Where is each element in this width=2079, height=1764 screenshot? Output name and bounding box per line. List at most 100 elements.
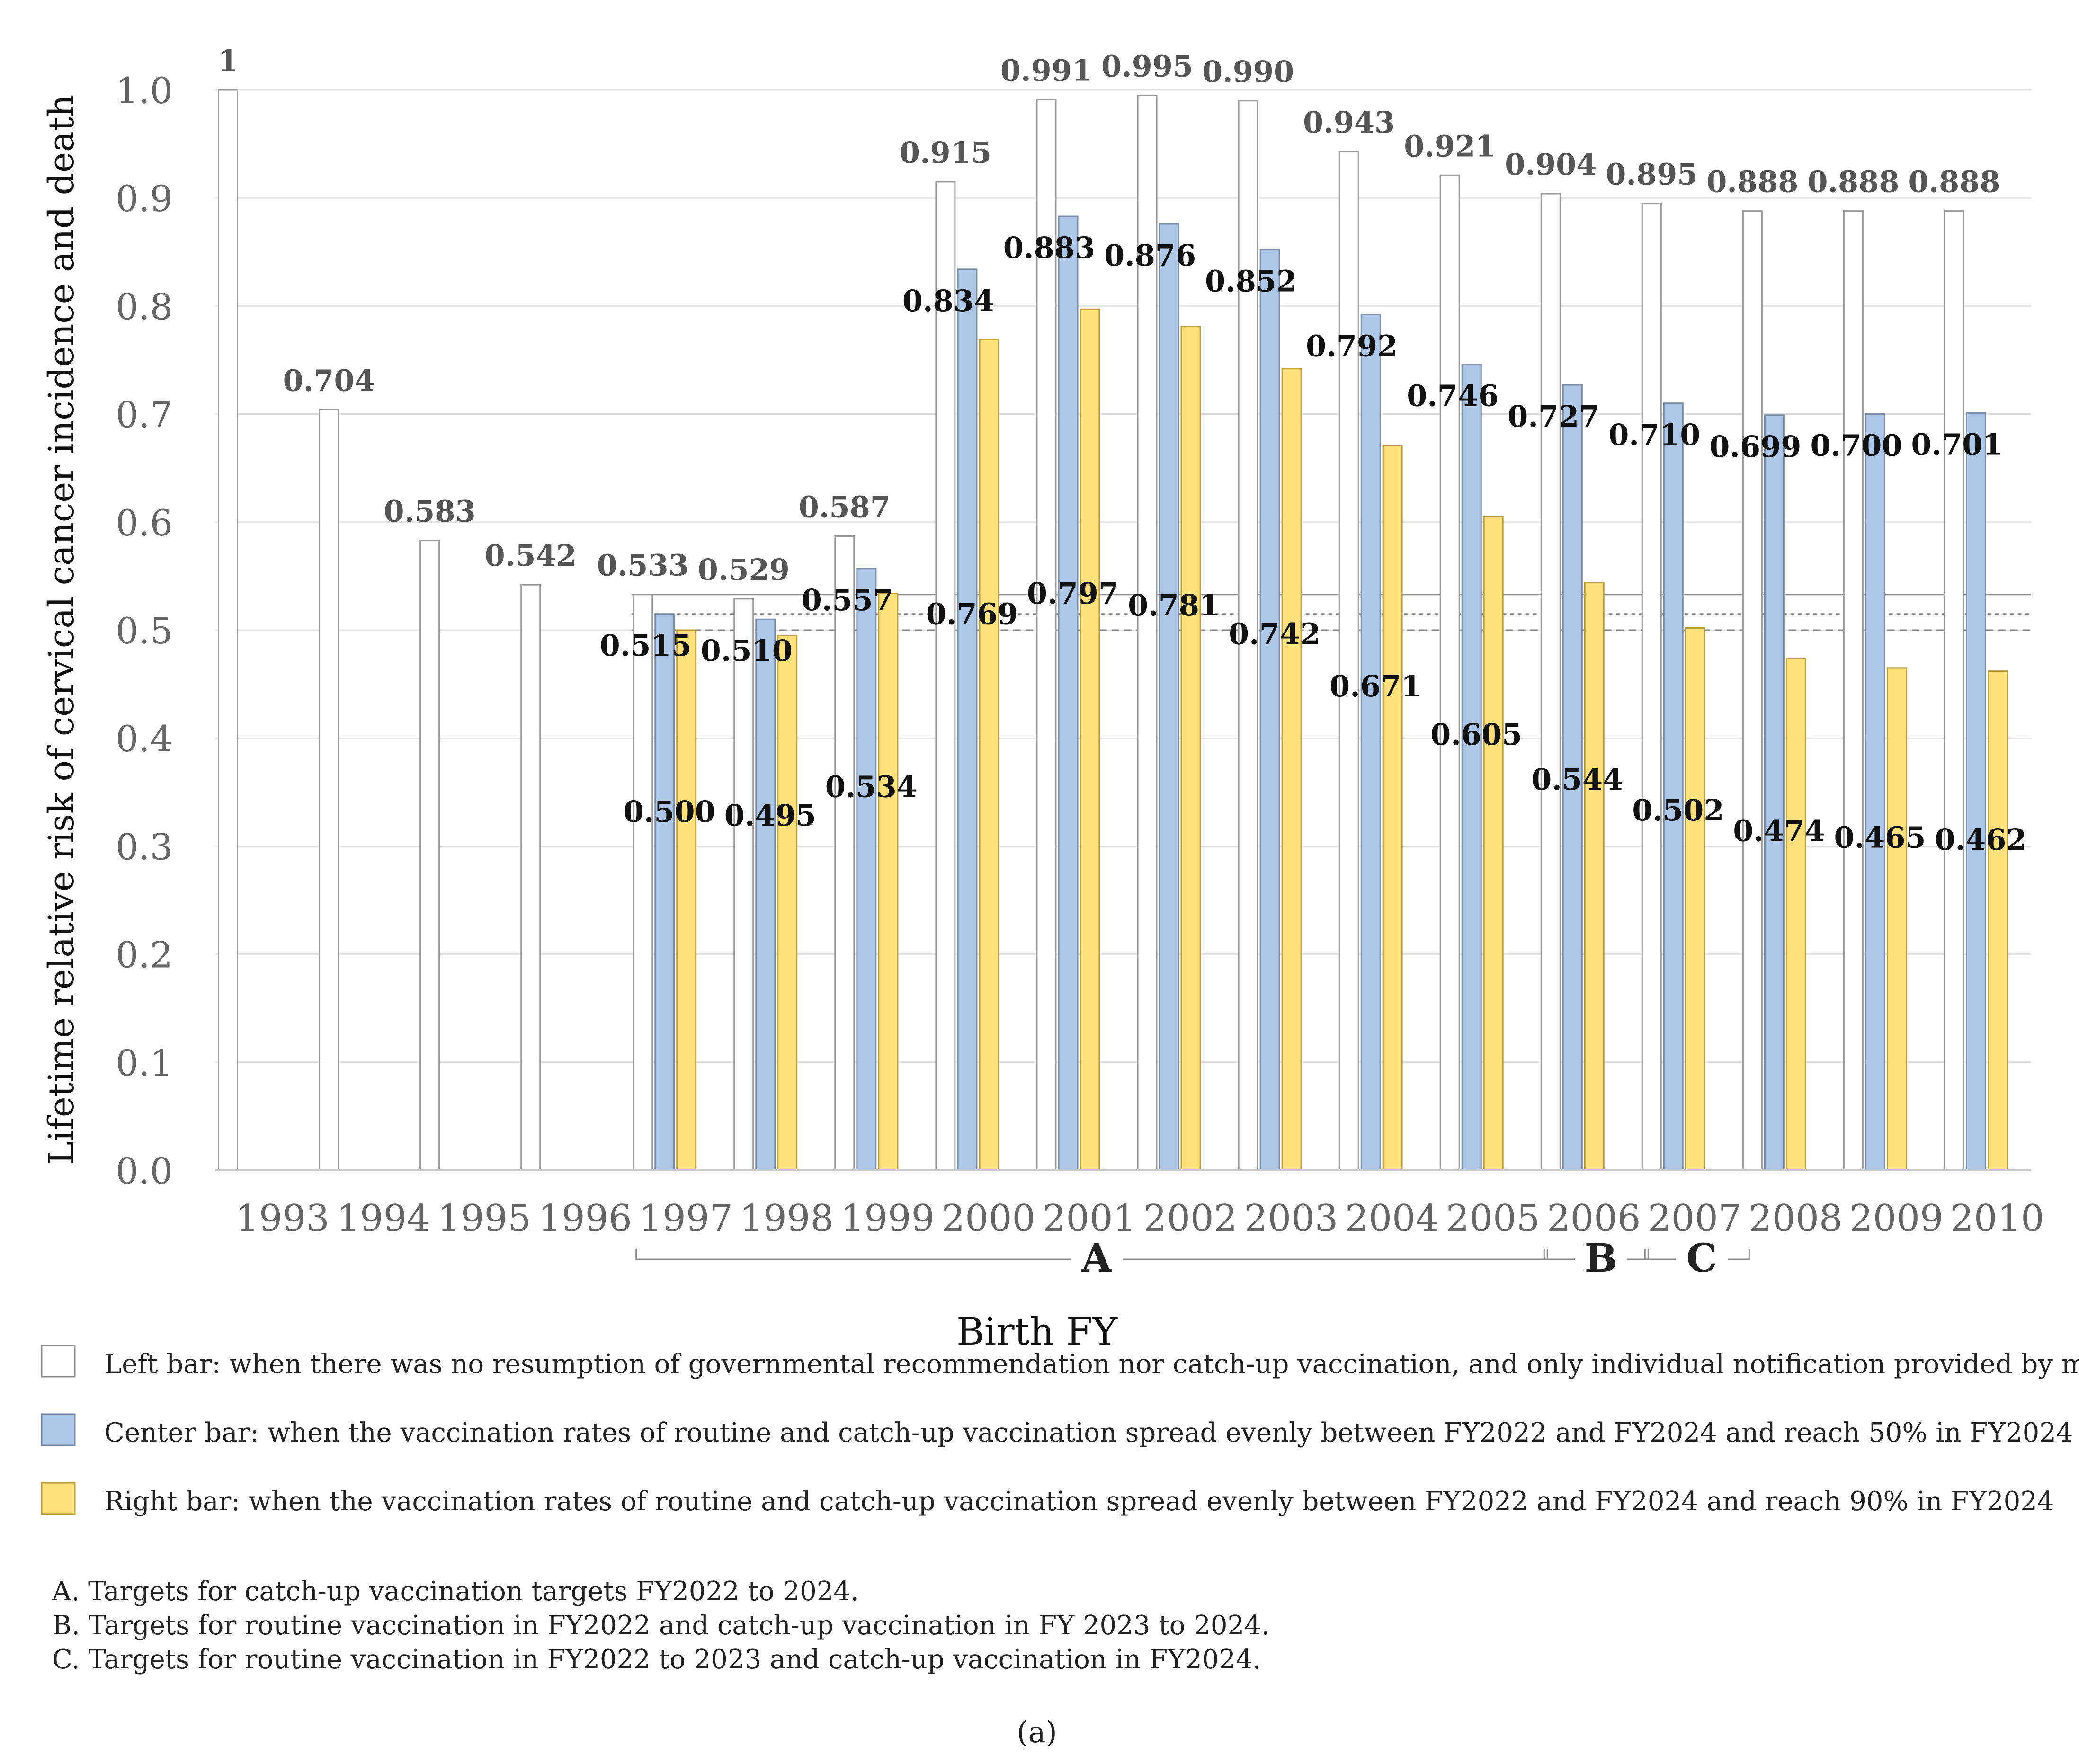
bar: [1987, 670, 2008, 1171]
y-tick-label: 0.6: [116, 502, 173, 544]
group-label: C: [1686, 1236, 1717, 1281]
data-label: 0.515: [600, 628, 692, 663]
y-tick-label: 0.1: [116, 1042, 173, 1084]
x-tick-label: 1996: [538, 1197, 632, 1240]
legend-swatch: [41, 1482, 76, 1515]
data-label: 0.895: [1606, 157, 1697, 192]
y-tick-label: 0.3: [116, 826, 173, 868]
bar: [419, 540, 440, 1171]
bar: [1036, 99, 1057, 1171]
legend: Left bar: when there was no resumption o…: [41, 1345, 2079, 1517]
y-tick-label: 0.9: [116, 178, 173, 220]
data-label: 0.888: [1908, 165, 2000, 199]
data-label: 0.544: [1531, 762, 1623, 797]
legend-entry: Left bar: when there was no resumption o…: [104, 1349, 2079, 1380]
x-tick-label: 2008: [1749, 1197, 1843, 1240]
gridlines: [215, 89, 2031, 1063]
bar: [878, 592, 899, 1171]
data-label: 0.990: [1202, 54, 1294, 89]
data-label: 0.742: [1229, 617, 1321, 651]
legend-swatch: [41, 1345, 76, 1378]
group-label: B: [1585, 1236, 1617, 1281]
data-label: 0.792: [1306, 329, 1398, 364]
figure-caption: (a): [1017, 1715, 1057, 1749]
data-label: 0.510: [701, 633, 793, 668]
bar: [1281, 368, 1302, 1171]
bar: [1259, 249, 1280, 1171]
bar: [1742, 210, 1763, 1171]
x-tick-label: 2003: [1244, 1197, 1338, 1240]
bar: [1965, 412, 1986, 1171]
note: A. Targets for catch-up vaccination targ…: [52, 1576, 859, 1607]
data-label: 0.500: [624, 794, 715, 829]
bar: [633, 594, 653, 1171]
bar: [834, 535, 855, 1171]
data-label: 0.769: [926, 597, 1018, 632]
bar: [1584, 582, 1605, 1171]
x-tick-label: 1993: [235, 1197, 330, 1240]
bar: [1461, 364, 1482, 1171]
y-axis-label: Lifetime relative risk of cervical cance…: [41, 95, 82, 1165]
x-tick-label: 1997: [639, 1197, 733, 1240]
bar: [654, 613, 675, 1171]
x-tick-label: 2004: [1345, 1197, 1439, 1240]
x-tick-label: 2010: [1950, 1197, 2044, 1240]
x-axis-label: Birth FY: [956, 1310, 1118, 1354]
y-tick-label: 0.2: [116, 934, 173, 976]
data-label: 0.797: [1027, 576, 1119, 611]
data-label: 0.583: [384, 494, 476, 529]
data-label: 0.888: [1706, 165, 1798, 199]
group-bracket-left: [1644, 1249, 1676, 1260]
y-tick-label: 0.5: [116, 610, 173, 652]
data-label: 0.557: [802, 583, 893, 617]
bar: [1886, 667, 1907, 1171]
note: C. Targets for routine vaccination in FY…: [52, 1644, 1261, 1675]
data-label: 0.921: [1404, 129, 1496, 163]
bars: [218, 89, 2008, 1171]
group-bracket-right: [1728, 1249, 1750, 1260]
y-tick-label: 0.4: [116, 718, 173, 760]
bar: [1338, 151, 1359, 1171]
bar: [1685, 627, 1705, 1171]
bar: [935, 181, 956, 1171]
group-label: A: [1081, 1236, 1112, 1281]
data-label: 0.700: [1810, 428, 1902, 463]
y-tick-labels: 0.0 0.1 0.2 0.3 0.4 0.5 0.6 0.7 0.8 0.9 1.0: [116, 70, 173, 1192]
data-label: 0.502: [1632, 793, 1724, 828]
data-label: 0.904: [1505, 147, 1597, 182]
data-label: 0.529: [698, 552, 790, 587]
x-tick-label: 1999: [841, 1197, 935, 1240]
data-label: 0.533: [597, 548, 689, 583]
group-bracket-left: [635, 1249, 1071, 1260]
y-tick-label: 0.8: [116, 285, 173, 328]
bar: [676, 629, 697, 1171]
data-label: 0.995: [1101, 49, 1193, 83]
legend-swatch: [41, 1413, 76, 1446]
data-label: 0.671: [1329, 669, 1421, 704]
data-label: 0.727: [1508, 399, 1599, 434]
data-label: 0.534: [825, 769, 917, 804]
data-label: 0.834: [902, 284, 994, 318]
bar: [1159, 223, 1179, 1171]
data-label: 0.701: [1911, 427, 2003, 462]
notes: A. Targets for catch-up vaccination targ…: [52, 1576, 1270, 1675]
note: B. Targets for routine vaccination in FY…: [52, 1610, 1270, 1641]
group-bracket-left: [1543, 1249, 1575, 1260]
data-label: 0.710: [1608, 418, 1700, 452]
x-tick-label: 2005: [1446, 1197, 1540, 1240]
bar: [1944, 210, 1964, 1171]
x-tick-label: 2006: [1547, 1197, 1641, 1240]
data-label: 1: [218, 44, 238, 78]
x-tick-label: 1994: [336, 1197, 430, 1240]
x-tick-label: 2007: [1648, 1197, 1742, 1240]
bar: [1562, 384, 1583, 1171]
data-label: 0.852: [1205, 264, 1297, 299]
data-label: 0.915: [900, 135, 991, 170]
x-tick-label: 1995: [437, 1197, 531, 1240]
data-label: 0.474: [1733, 813, 1825, 848]
x-tick-label: 1998: [740, 1197, 834, 1240]
data-label: 0.883: [1003, 231, 1095, 265]
data-label: 0.943: [1303, 105, 1395, 140]
bar: [218, 89, 239, 1171]
